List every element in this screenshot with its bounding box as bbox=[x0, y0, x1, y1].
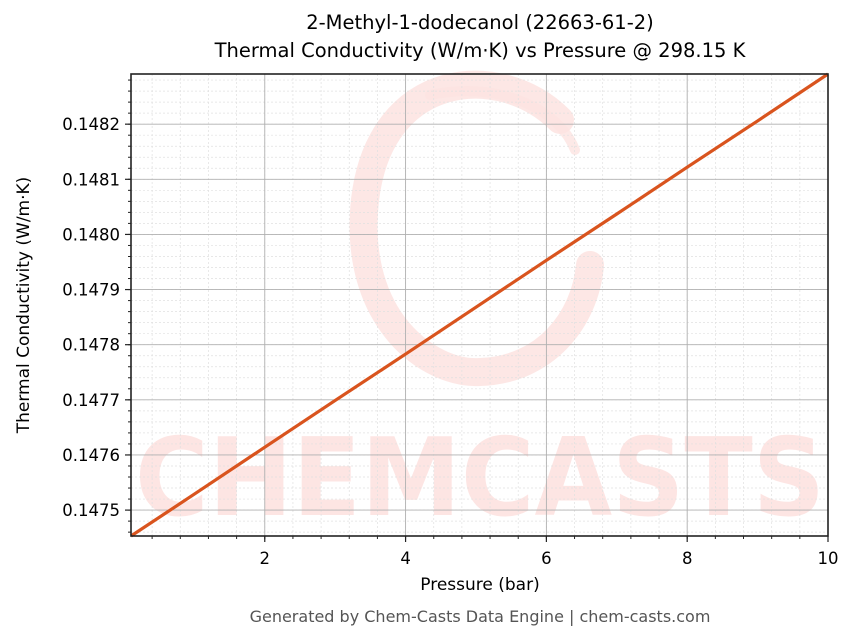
svg-text:2: 2 bbox=[260, 549, 271, 568]
chart-title-line2: Thermal Conductivity (W/m·K) vs Pressure… bbox=[214, 39, 746, 62]
svg-text:0.1476: 0.1476 bbox=[62, 446, 120, 465]
major-gridlines bbox=[131, 74, 829, 536]
watermark-logo: CHEMCASTS bbox=[135, 70, 825, 541]
y-axis-label: Thermal Conductivity (W/m·K) bbox=[14, 176, 34, 434]
x-axis-label: Pressure (bar) bbox=[420, 575, 540, 595]
svg-text:0.1475: 0.1475 bbox=[62, 501, 120, 520]
svg-text:CHEMCASTS: CHEMCASTS bbox=[135, 416, 825, 541]
svg-text:6: 6 bbox=[541, 549, 552, 568]
chart-title-line1: 2-Methyl-1-dodecanol (22663-61-2) bbox=[306, 11, 654, 34]
svg-text:0.1479: 0.1479 bbox=[62, 281, 120, 300]
svg-text:0.1481: 0.1481 bbox=[62, 170, 120, 189]
axes-frame bbox=[130, 73, 829, 537]
svg-text:4: 4 bbox=[400, 549, 411, 568]
data-series-line bbox=[130, 72, 829, 538]
svg-text:0.1478: 0.1478 bbox=[62, 336, 120, 355]
svg-text:0.1477: 0.1477 bbox=[62, 391, 120, 410]
svg-text:10: 10 bbox=[818, 549, 839, 568]
svg-text:0.1480: 0.1480 bbox=[62, 225, 120, 244]
footer-credit: Generated by Chem-Casts Data Engine | ch… bbox=[249, 607, 711, 626]
axis-ticks: 2 4 6 8 10 0.1475 0.1476 0.1477 0.1478 0.1479 0.14… bbox=[62, 79, 839, 568]
svg-text:8: 8 bbox=[682, 549, 693, 568]
svg-text:0.1482: 0.1482 bbox=[62, 115, 120, 134]
